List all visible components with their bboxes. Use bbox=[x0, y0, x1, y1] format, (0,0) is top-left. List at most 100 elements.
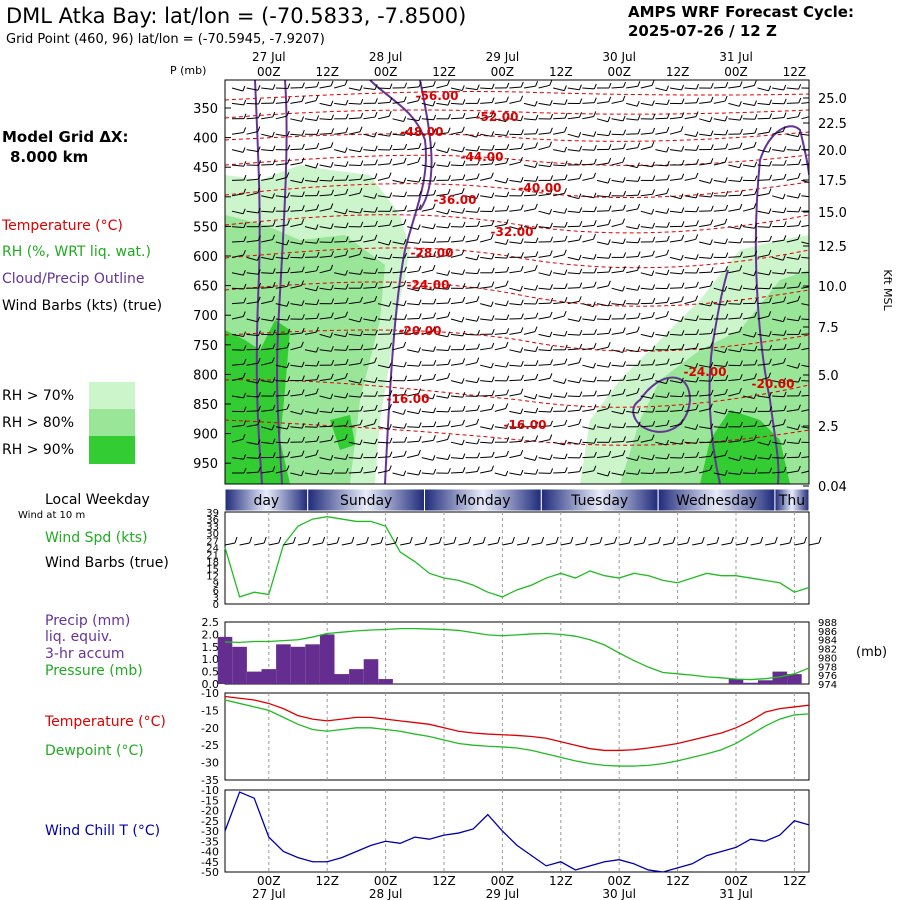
wind-barb-shaft bbox=[334, 438, 346, 443]
wind-barb-flag bbox=[696, 83, 699, 90]
wind-barb-shaft bbox=[348, 192, 361, 197]
wind-barb-flag bbox=[652, 113, 656, 120]
wind-barb-shaft bbox=[553, 441, 565, 446]
wind-barb-shaft bbox=[728, 179, 741, 183]
wind-barb-flag bbox=[637, 128, 641, 135]
wind-barb-flag bbox=[608, 144, 612, 150]
wind-barb-shaft bbox=[655, 192, 667, 197]
wind-barbs-label: Wind Barbs (true) bbox=[45, 555, 169, 571]
wind-barb-flag bbox=[505, 239, 509, 245]
pressure-tick: 650 bbox=[193, 280, 218, 295]
wind-barb-shaft bbox=[655, 301, 668, 305]
wind-barb-shaft bbox=[450, 210, 463, 214]
isotherm-label: -16.00 bbox=[387, 392, 430, 406]
wind-barb-shaft bbox=[713, 364, 726, 367]
wind-barb-flag bbox=[768, 392, 772, 398]
wind-barb-flag bbox=[271, 424, 275, 431]
wind-barb-shaft bbox=[407, 287, 419, 292]
wind-barb-shaft bbox=[290, 195, 303, 198]
wind-barb-shaft bbox=[684, 256, 697, 260]
wind-barb-flag bbox=[447, 392, 451, 399]
wind-barb-shaft bbox=[699, 346, 711, 351]
wind-barb-flag bbox=[418, 374, 422, 381]
wind-barb-flag bbox=[432, 326, 436, 332]
sfc-wind-barb-flag bbox=[511, 536, 515, 544]
bottom-date-label: 27 Jul bbox=[252, 887, 286, 900]
wind-barb-flag bbox=[257, 187, 261, 194]
pressure-label: Pressure (mb) bbox=[45, 663, 143, 679]
wind-barb-flag bbox=[272, 377, 276, 383]
wind-barb-flag bbox=[373, 131, 377, 138]
wind-barb-shaft bbox=[713, 223, 725, 228]
wind-barb-shaft bbox=[538, 363, 551, 366]
wind-barb-flag bbox=[360, 330, 364, 336]
wind-barb-shaft bbox=[640, 287, 653, 290]
wind-barb-shaft bbox=[348, 131, 361, 135]
wind-barb-shaft bbox=[407, 270, 419, 274]
wind-barb-flag bbox=[695, 281, 699, 288]
wind-barb-flag bbox=[243, 454, 247, 460]
wind-barb-shaft bbox=[480, 347, 492, 351]
wind-barb-flag bbox=[666, 188, 670, 194]
wind-barb-shaft bbox=[363, 149, 376, 152]
wind-barb-flag bbox=[710, 82, 714, 89]
wind-barb-shaft bbox=[421, 269, 434, 274]
wind-barb-flag bbox=[491, 192, 495, 198]
wind-barb-flag bbox=[681, 452, 685, 459]
wind-barb-shaft bbox=[465, 423, 477, 428]
wind-barb-flag bbox=[403, 96, 407, 102]
wind-barb-flag bbox=[462, 269, 466, 275]
wind-barb-flag bbox=[696, 329, 700, 335]
wind-barb-flag bbox=[374, 391, 378, 397]
wind-barb-flag bbox=[593, 192, 597, 198]
wind-barb-flag bbox=[447, 188, 451, 195]
wind-barb-flag bbox=[754, 189, 758, 195]
sfc-wind-barb-flag bbox=[570, 536, 574, 544]
wind-barb-shaft bbox=[596, 241, 609, 245]
wind-barb-flag bbox=[520, 449, 524, 456]
wind-barb-flag bbox=[622, 408, 626, 415]
wind-barb-flag bbox=[345, 454, 349, 460]
wind-barb-shaft bbox=[348, 210, 361, 214]
wind-barb-flag bbox=[550, 113, 554, 120]
wind-barb-flag bbox=[447, 454, 451, 460]
pressure-tick: 984 bbox=[818, 636, 837, 647]
wind-barb-flag bbox=[505, 116, 509, 122]
wind-barb-flag bbox=[271, 131, 275, 138]
wind-barb-shaft bbox=[509, 393, 521, 397]
wind-barb-flag bbox=[476, 466, 480, 472]
wind-barb-shaft bbox=[319, 255, 332, 258]
wind-barb-shaft bbox=[407, 317, 420, 320]
wind-barb-shaft bbox=[596, 303, 609, 307]
wind-barb-shaft bbox=[596, 426, 609, 430]
wind-barb-flag bbox=[695, 131, 699, 137]
wind-barb-shaft bbox=[611, 100, 623, 104]
bottom-date-label: 30 Jul bbox=[602, 887, 636, 900]
wind-barb-flag bbox=[579, 452, 583, 459]
wind-barb-shaft bbox=[421, 226, 434, 230]
wind-barb-flag bbox=[797, 404, 801, 410]
wind-barb-shaft bbox=[348, 87, 361, 91]
wind-barb-shaft bbox=[567, 471, 580, 474]
wind-barb-flag bbox=[637, 81, 641, 87]
wind-barb-shaft bbox=[275, 469, 288, 474]
sfc-wind-barb bbox=[283, 542, 294, 546]
y-tick: 0.0 bbox=[202, 678, 220, 691]
wind-barb-flag bbox=[243, 345, 247, 351]
wind-barb-shaft bbox=[450, 424, 463, 428]
wind-barb-flag bbox=[476, 84, 480, 90]
wind-barb-flag bbox=[549, 373, 553, 379]
wind-barb-shaft bbox=[509, 270, 522, 274]
wind-barb-flag bbox=[389, 206, 393, 212]
wind-barb-shaft bbox=[436, 395, 448, 399]
y-tick: 30 bbox=[206, 529, 219, 540]
wind-barb-shaft bbox=[290, 179, 302, 184]
wind-barb-flag bbox=[550, 236, 554, 242]
wind-barb-shaft bbox=[275, 303, 288, 307]
precip-bar bbox=[772, 671, 788, 684]
sfc-wind-barb-flag bbox=[322, 536, 326, 544]
wind-barb-shaft bbox=[231, 164, 244, 167]
wind-barb-shaft bbox=[392, 118, 404, 122]
wind-barb-shaft bbox=[684, 116, 697, 120]
